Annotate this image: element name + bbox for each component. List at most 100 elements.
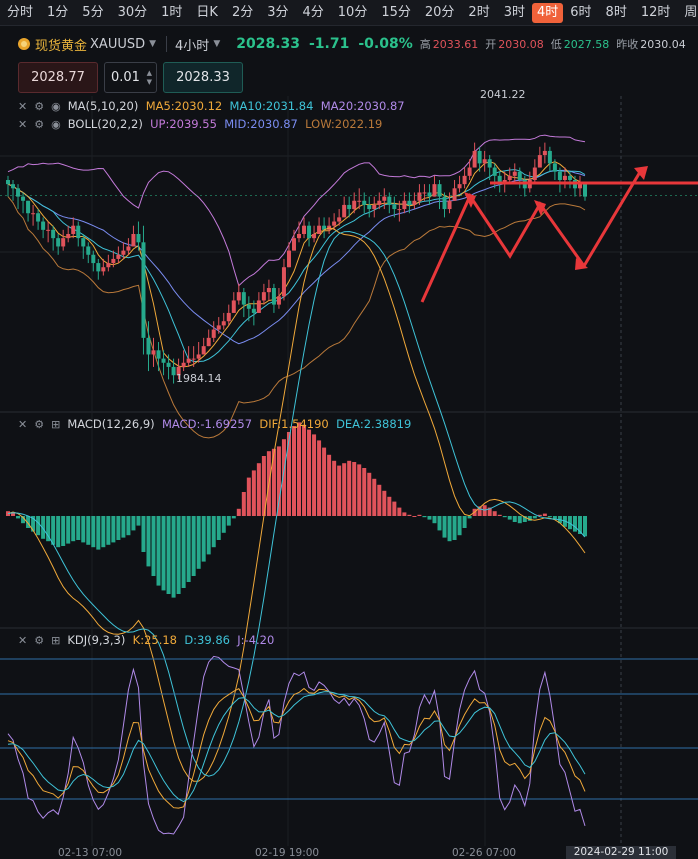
candle-body [156, 350, 161, 359]
timeframe-tab[interactable]: 3时 [503, 4, 525, 20]
candle-body [181, 362, 186, 367]
gear-icon[interactable]: ⚙ [34, 633, 45, 647]
macd-histogram-bar [407, 514, 412, 516]
candle-body [16, 188, 21, 197]
timeframe-tab[interactable]: 8时 [605, 4, 627, 20]
macd-histogram-bar [467, 516, 472, 519]
gear-icon[interactable]: ⚙ [34, 417, 45, 431]
macd-histogram-bar [387, 496, 392, 516]
candle-body [96, 263, 101, 272]
candle-body [562, 175, 567, 180]
candle-body [91, 254, 96, 264]
timeframe-tab[interactable]: 10分 [337, 4, 368, 20]
ma-legend: ✕ ⚙ ◉ MA(5,10,20) MA5:2030.12 MA10:2031.… [18, 99, 405, 113]
macd-histogram-bar [196, 516, 201, 569]
chart-canvas[interactable] [0, 96, 698, 859]
macd-histogram-bar [512, 516, 517, 522]
candle-body [302, 225, 307, 234]
eye-icon[interactable]: ◉ [51, 99, 61, 113]
macd-histogram-bar [111, 516, 116, 543]
candle-body [297, 234, 302, 239]
macd-name: MACD(12,26,9) [67, 417, 155, 431]
candle-body [407, 200, 412, 205]
close-icon[interactable]: ✕ [18, 633, 28, 647]
macd-histogram-bar [241, 492, 246, 516]
timeframe-tab[interactable]: 30分 [117, 4, 148, 20]
timeframe-tab[interactable]: 4分 [302, 4, 324, 20]
macd-histogram-bar [251, 470, 256, 516]
macd-histogram-bar [81, 516, 86, 543]
candle-body [462, 175, 467, 185]
macd-histogram-bar [291, 426, 296, 516]
x-axis-label: 02-19 19:00 [255, 847, 320, 859]
timeframe-tab[interactable]: 15分 [381, 4, 411, 20]
timeframe-tab[interactable]: 1时 [161, 4, 183, 20]
candle-body [141, 242, 146, 338]
timeframe-selector[interactable]: 4小时 [175, 38, 210, 54]
macd-histogram-bar [487, 507, 492, 516]
candle-body [467, 167, 472, 176]
timeframe-tab[interactable]: 周K [684, 4, 698, 20]
close-icon[interactable]: ✕ [18, 99, 28, 113]
macd-histogram-bar [322, 447, 327, 516]
macd-histogram-bar [226, 516, 231, 526]
candle-body [101, 267, 106, 272]
quantity-stepper[interactable]: 0.01 ▲ ▼ [104, 62, 157, 93]
candle-body [291, 238, 296, 251]
high-price-annotation: 2041.22 [480, 88, 526, 101]
dea-value: DEA:2.38819 [336, 417, 412, 431]
divider [166, 36, 168, 52]
close-icon[interactable]: ✕ [18, 117, 28, 131]
gear-icon[interactable]: ⚙ [34, 117, 45, 131]
timeframe-tab[interactable]: 12时 [640, 4, 671, 20]
x-axis-label: 02-13 07:00 [58, 847, 123, 859]
candle-body [547, 150, 552, 164]
candle-body [261, 292, 266, 301]
symbol-code[interactable]: XAUUSD [90, 36, 146, 52]
timeframe-tab[interactable]: 3分 [267, 4, 289, 20]
timeframe-tab[interactable]: 2分 [231, 4, 254, 20]
macd-histogram-bar [271, 448, 276, 516]
timeframe-tab[interactable]: 日K [196, 4, 218, 20]
expand-icon[interactable]: ⊞ [51, 633, 61, 647]
candle-body [342, 204, 347, 218]
macd-histogram-bar [327, 454, 332, 516]
gear-icon[interactable]: ⚙ [34, 99, 45, 113]
candle-body [567, 175, 572, 180]
chevron-down-icon[interactable]: ▼ [149, 39, 157, 49]
sell-price-button[interactable]: 2028.77 [18, 62, 98, 93]
chevron-down-icon[interactable]: ▼ [213, 39, 221, 49]
timeframe-tab[interactable]: 4时 [531, 2, 564, 23]
timeframe-tab[interactable]: 1分 [47, 4, 69, 20]
candle-body [66, 234, 71, 239]
close-icon[interactable]: ✕ [18, 417, 28, 431]
macd-histogram-bar [332, 460, 337, 516]
macd-histogram-bar [452, 516, 457, 540]
candle-body [432, 184, 437, 197]
macd-histogram-bar [432, 516, 437, 524]
buy-price-button[interactable]: 2028.33 [163, 62, 243, 93]
macd-histogram-bar [377, 484, 382, 516]
projection-arrow-line [582, 171, 642, 267]
symbol-name[interactable]: 现货黄金 [35, 38, 88, 54]
macd-histogram-bar [492, 511, 497, 516]
stepper-arrows-icon[interactable]: ▲ ▼ [146, 69, 152, 86]
candle-body [552, 163, 557, 172]
eye-icon[interactable]: ◉ [51, 117, 61, 131]
candle-body [532, 167, 537, 180]
candle-body [577, 184, 582, 189]
timeframe-tab[interactable]: 5分 [82, 4, 104, 20]
timeframe-tab[interactable]: 6时 [570, 4, 592, 20]
candle-body [507, 175, 512, 180]
quantity-value[interactable]: 0.01 [111, 70, 140, 85]
macd-histogram-bar [402, 512, 407, 516]
d-line [7, 691, 586, 803]
candle-body [337, 217, 342, 222]
timeframe-tab[interactable]: 2时 [468, 4, 490, 20]
candle-body [216, 325, 221, 330]
expand-icon[interactable]: ⊞ [51, 417, 61, 431]
timeframe-tab[interactable]: 分时 [7, 4, 34, 20]
macd-histogram-bar [547, 516, 552, 518]
ma10-line [7, 169, 586, 362]
timeframe-tab[interactable]: 20分 [424, 4, 455, 20]
